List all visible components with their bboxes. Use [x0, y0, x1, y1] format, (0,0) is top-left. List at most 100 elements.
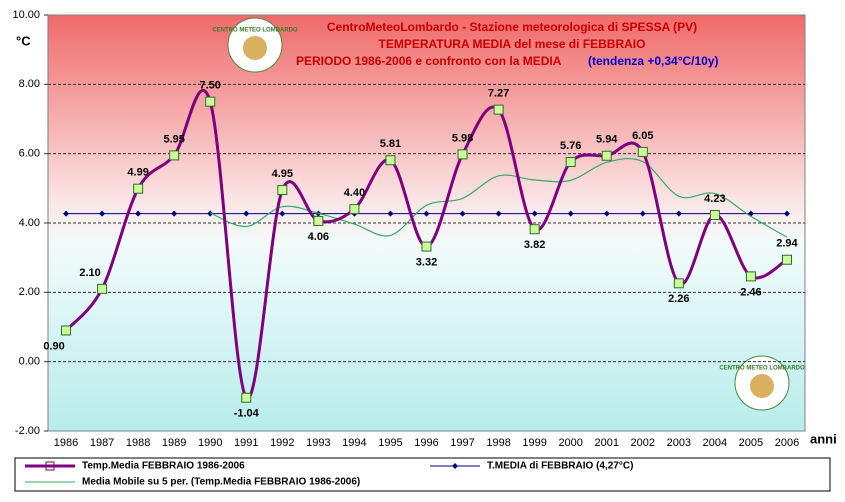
- x-tick-label: 2002: [631, 437, 655, 449]
- x-axis-label: anni: [810, 431, 837, 446]
- data-label: 0.90: [43, 340, 64, 352]
- y-axis-label: °C: [16, 33, 31, 48]
- marker: [493, 104, 504, 115]
- data-label: 4.40: [344, 187, 365, 199]
- y-tick-label: 10.00: [12, 9, 40, 21]
- x-tick-label: 1988: [126, 437, 150, 449]
- y-tick-label: 8.00: [19, 78, 40, 90]
- plot-area: [47, 14, 806, 432]
- marker: [243, 210, 250, 217]
- marker: [207, 210, 214, 217]
- marker: [637, 146, 648, 157]
- x-tick-label: 2003: [667, 437, 691, 449]
- marker: [97, 283, 108, 294]
- y-tick-label: 6.00: [19, 148, 40, 160]
- x-tick-label: 2001: [594, 437, 618, 449]
- x-tick-label: 2000: [558, 437, 582, 449]
- x-tick-label: 1997: [450, 437, 474, 449]
- x-tick-label: 2005: [739, 437, 763, 449]
- data-label: 6.05: [632, 130, 653, 142]
- data-label: 5.76: [560, 140, 581, 152]
- data-label: 4.23: [704, 193, 725, 205]
- data-label: 4.06: [308, 231, 329, 243]
- data-label: 5.94: [596, 134, 618, 146]
- data-label: 4.99: [127, 167, 148, 179]
- y-tick-label: 0.00: [19, 356, 40, 368]
- x-tick-label: 1996: [414, 437, 438, 449]
- marker: [603, 210, 610, 217]
- marker: [673, 278, 684, 289]
- marker: [277, 185, 288, 196]
- marker: [531, 210, 538, 217]
- marker: [421, 241, 432, 252]
- marker: [313, 215, 324, 226]
- marker: [639, 210, 646, 217]
- x-tick-label: 1995: [378, 437, 402, 449]
- marker: [349, 204, 360, 215]
- data-label: 2.46: [740, 286, 761, 298]
- data-label: 3.32: [416, 256, 437, 268]
- data-label: 4.95: [272, 168, 293, 180]
- subtitle: (tendenza +0,34°C/10y): [588, 54, 719, 68]
- marker: [601, 150, 612, 161]
- marker: [205, 96, 216, 107]
- x-tick-label: 1998: [486, 437, 510, 449]
- x-tick-label: 1999: [522, 437, 546, 449]
- series-line: [64, 89, 788, 400]
- marker: [459, 210, 466, 217]
- marker: [529, 224, 540, 235]
- data-label: 7.50: [200, 80, 221, 92]
- title-line: CentroMeteoLombardo - Stazione meteorolo…: [327, 20, 697, 34]
- y-tick-label: -2.00: [15, 425, 40, 437]
- data-label: 5.95: [163, 133, 184, 145]
- data-label: -1.04: [234, 408, 260, 420]
- marker: [709, 210, 720, 221]
- legend: [14, 457, 831, 492]
- data-label: 2.94: [776, 238, 798, 250]
- marker: [279, 210, 286, 217]
- data-label: 5.98: [452, 132, 473, 144]
- title-line: TEMPERATURA MEDIA del mese di FEBBRAIO: [379, 37, 646, 51]
- x-tick-label: 1992: [270, 437, 294, 449]
- marker: [781, 254, 792, 265]
- y-tick-label: 4.00: [19, 217, 40, 229]
- data-label: 5.81: [380, 138, 401, 150]
- logo: CENTRO METEO LOMBARDO: [719, 355, 805, 411]
- marker: [495, 210, 502, 217]
- marker: [61, 325, 72, 336]
- marker: [135, 210, 142, 217]
- data-label: 3.82: [524, 239, 545, 251]
- legend-label: Media Mobile su 5 per. (Temp.Media FEBBR…: [82, 477, 360, 488]
- data-label: 2.26: [668, 293, 689, 305]
- marker: [567, 210, 574, 217]
- legend-label: T.MEDIA di FEBBRAIO (4,27°C): [487, 461, 633, 472]
- marker: [99, 210, 106, 217]
- marker: [133, 183, 144, 194]
- x-tick-label: 2004: [703, 437, 727, 449]
- y-tick-label: 2.00: [19, 286, 40, 298]
- logo: CENTRO METEO LOMBARDO: [212, 17, 298, 73]
- x-tick-label: 1994: [342, 437, 366, 449]
- logo-text: CENTRO METEO LOMBARDO: [719, 366, 805, 372]
- x-tick-label: 1989: [162, 437, 186, 449]
- x-tick-label: 2006: [775, 437, 799, 449]
- x-tick-label: 1990: [198, 437, 222, 449]
- marker: [565, 156, 576, 167]
- marker: [675, 210, 682, 217]
- marker: [169, 150, 180, 161]
- marker: [783, 210, 790, 217]
- data-label: 2.10: [79, 267, 100, 279]
- marker: [457, 149, 468, 160]
- marker: [385, 155, 396, 166]
- marker: [63, 210, 70, 217]
- marker: [171, 210, 178, 217]
- marker: [387, 210, 394, 217]
- marker: [241, 392, 252, 403]
- x-tick-label: 1986: [54, 437, 78, 449]
- title-line: PERIODO 1986-2006 e confronto con la MED…: [296, 54, 562, 68]
- legend-swatch: [45, 461, 55, 471]
- x-tick-label: 1993: [306, 437, 330, 449]
- x-tick-label: 1987: [90, 437, 114, 449]
- legend-label: Temp.Media FEBBRAIO 1986-2006: [82, 461, 245, 472]
